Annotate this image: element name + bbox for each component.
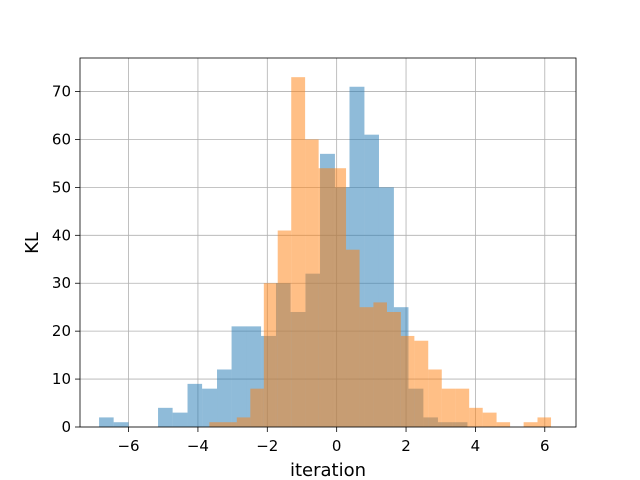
- histogram-bar-series-2: [482, 412, 497, 427]
- histogram-bar-series-2: [469, 407, 483, 427]
- histogram-bar-series-2: [441, 388, 456, 427]
- y-tick-label: 10: [52, 370, 71, 388]
- histogram-bar-series-2: [428, 369, 442, 427]
- histogram-bar-series-2: [346, 249, 360, 427]
- histogram-bar-series-2: [414, 340, 429, 427]
- histogram-bar-series-2: [305, 139, 319, 427]
- histogram-bar-series-1: [172, 412, 188, 427]
- x-tick-label: 0: [332, 437, 342, 455]
- histogram-bar-series-2: [386, 311, 401, 427]
- histogram-bar-series-2: [496, 422, 511, 427]
- plot-frame: [79, 57, 577, 428]
- histogram-bar-series-1: [202, 388, 218, 427]
- histogram-bar-series-1: [217, 369, 232, 427]
- histogram-bar-series-1: [99, 417, 114, 427]
- x-tick-label: −2: [256, 437, 278, 455]
- y-tick-label: 30: [52, 274, 71, 292]
- histogram-bar-series-2: [263, 283, 278, 427]
- y-tick-label: 20: [52, 322, 71, 340]
- histogram-bar-series-2: [400, 335, 415, 427]
- histogram-bars: [99, 77, 552, 428]
- histogram-bar-series-2: [537, 417, 552, 427]
- x-tick-label: 6: [540, 437, 550, 455]
- histogram-bar-series-2: [291, 77, 306, 428]
- y-axis-label: KL: [22, 232, 43, 254]
- histogram-bar-series-2: [209, 422, 223, 427]
- histogram-bar-series-2: [250, 388, 264, 427]
- histogram-bar-series-2: [373, 302, 387, 427]
- histogram-bar-series-2: [523, 422, 538, 427]
- y-tick-label: 50: [52, 178, 71, 196]
- x-tick-label: −6: [117, 437, 139, 455]
- x-axis-label: iteration: [290, 460, 366, 480]
- x-tick-label: −4: [187, 437, 209, 455]
- histogram-bar-series-2: [318, 168, 333, 428]
- histogram-bar-series-2: [455, 388, 470, 427]
- y-tick-label: 60: [52, 130, 71, 148]
- histogram-bar-series-1: [187, 383, 203, 427]
- histogram-bar-series-1: [158, 407, 173, 427]
- x-tick-label: 4: [471, 437, 481, 455]
- histogram-bar-series-2: [332, 168, 347, 428]
- y-tick-label: 70: [52, 83, 71, 101]
- histogram-bar-series-1: [231, 326, 247, 427]
- histogram-bar-series-2: [359, 307, 374, 427]
- histogram-bar-series-2: [236, 417, 251, 427]
- y-tick-label: 0: [61, 418, 71, 436]
- histogram-bar-series-1: [113, 422, 129, 427]
- histogram-bar-series-2: [222, 422, 237, 427]
- x-tick-label: 2: [401, 437, 411, 455]
- y-tick-label: 40: [52, 226, 71, 244]
- histogram-bar-series-2: [277, 230, 292, 427]
